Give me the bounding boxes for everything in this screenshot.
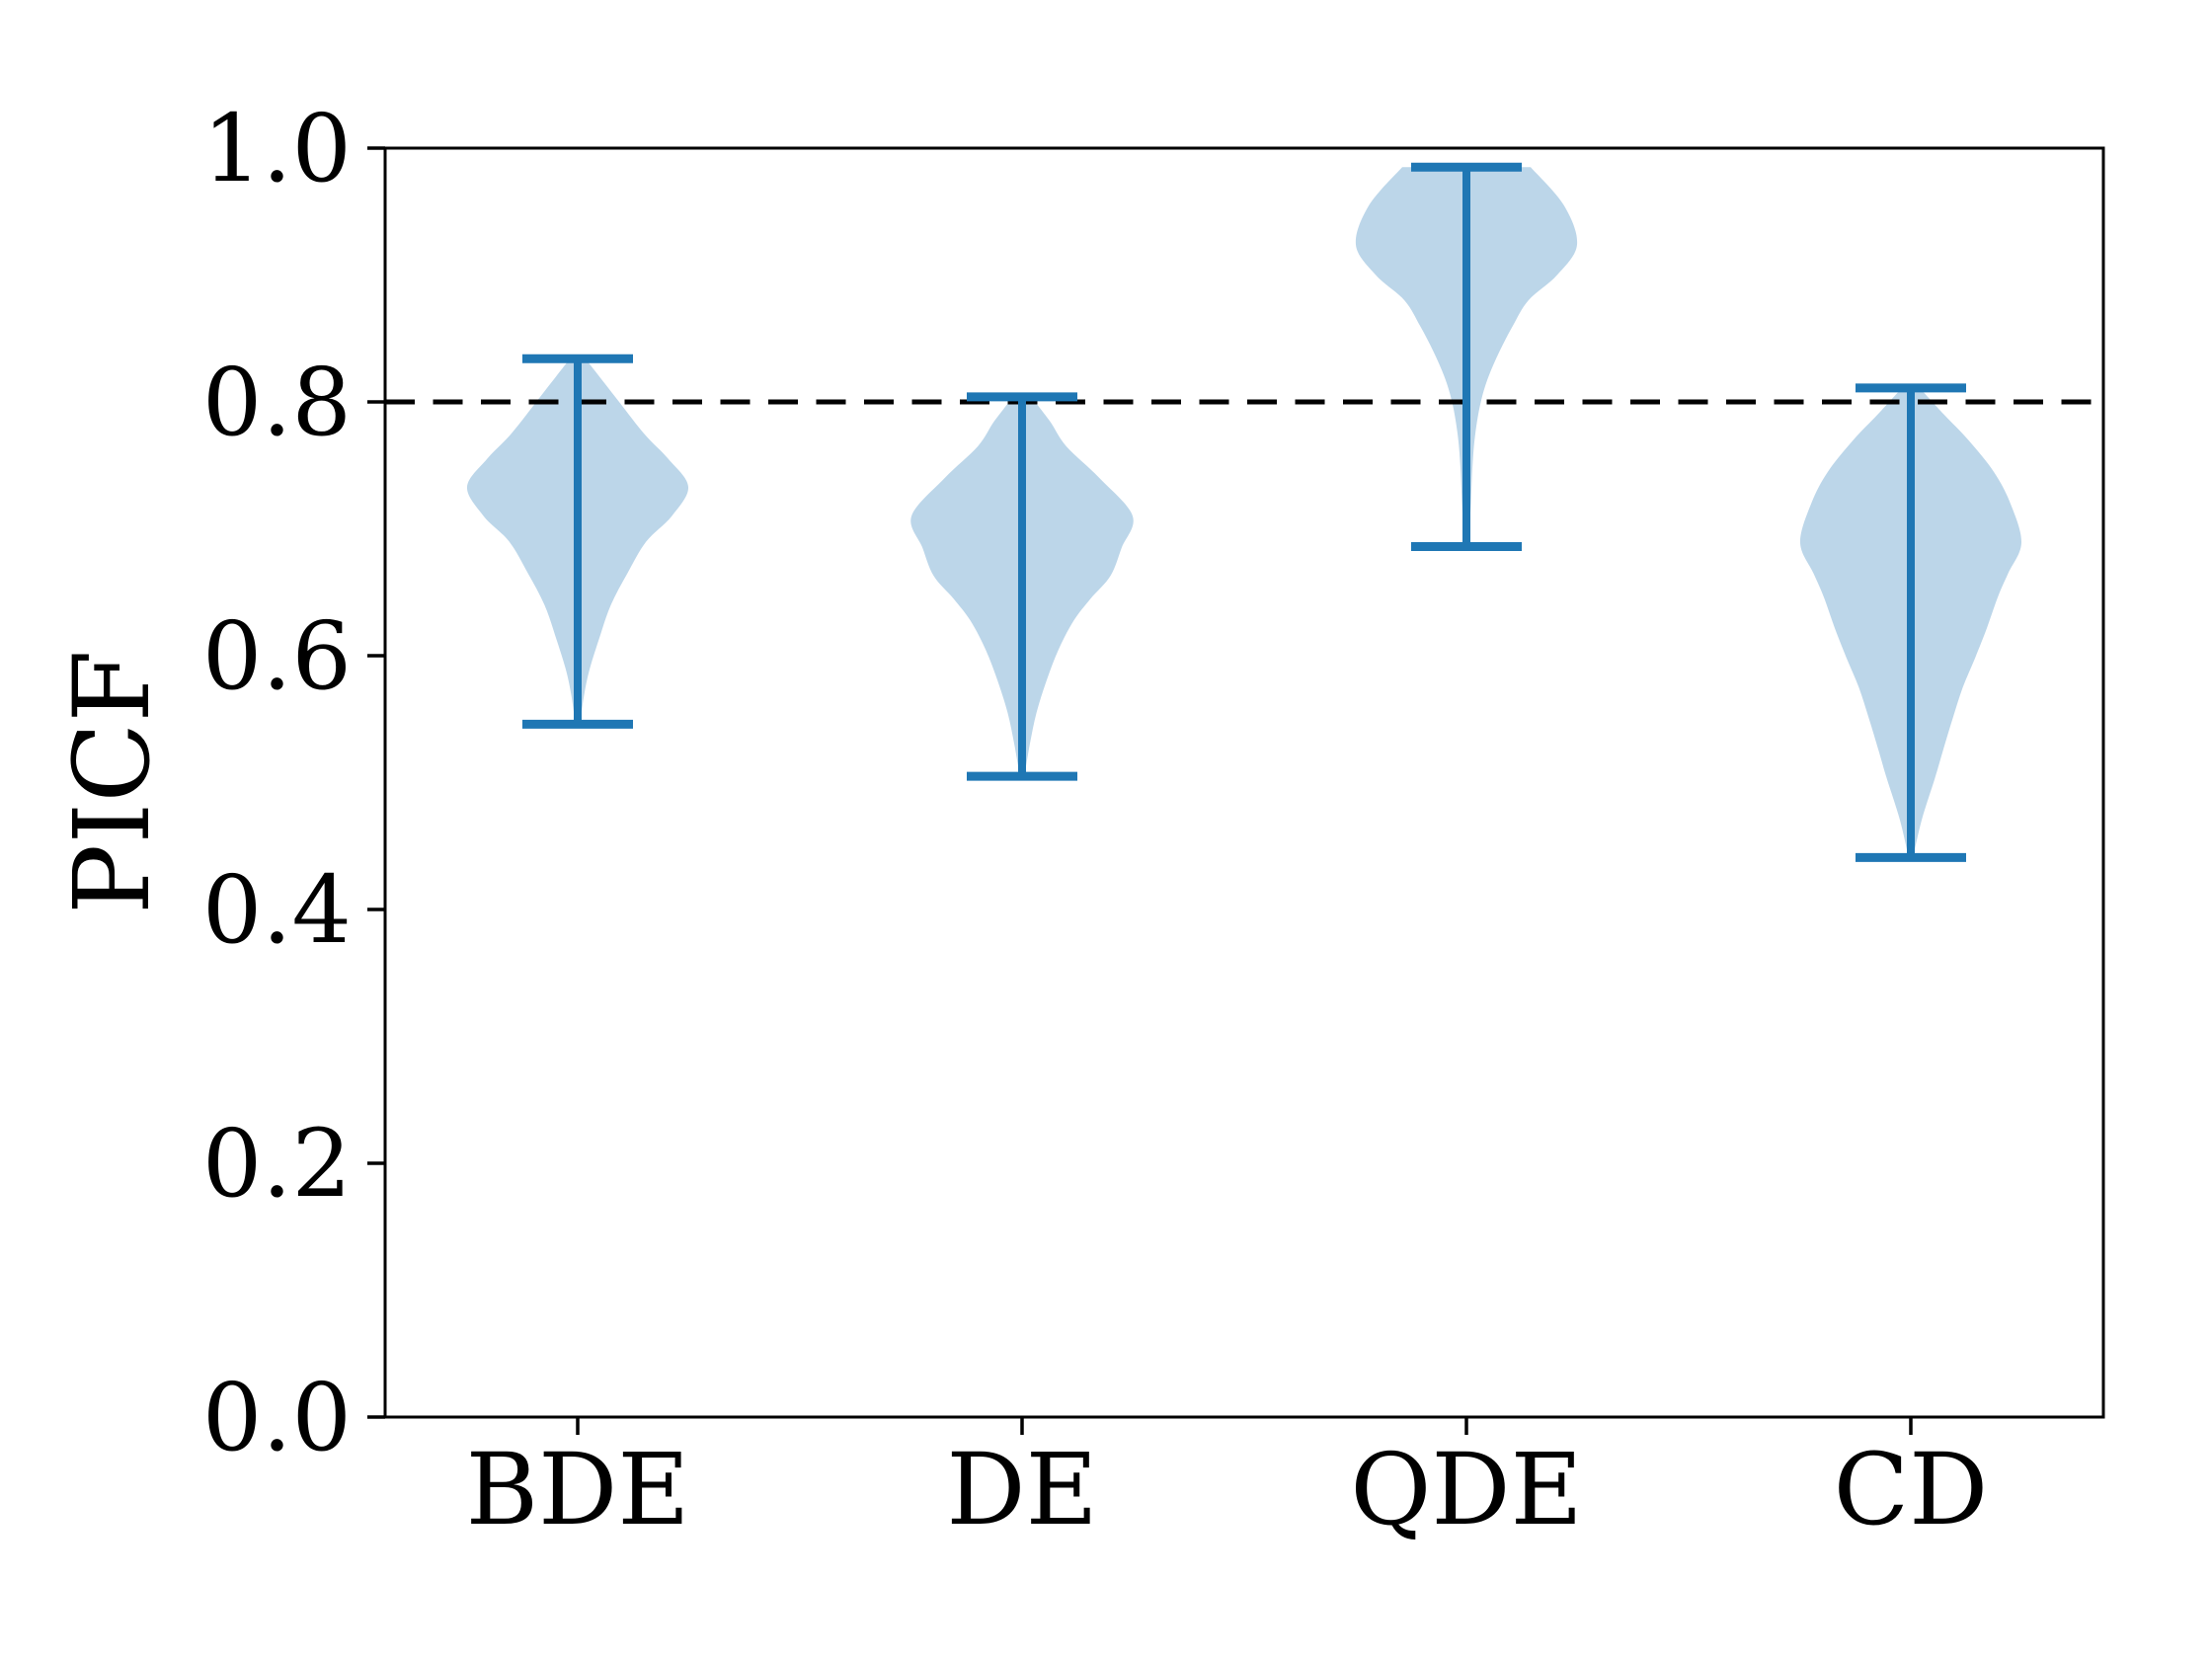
x-tick-label-qde: QDE	[1350, 1432, 1582, 1547]
whiskers-layer	[522, 162, 1966, 862]
axes-spines	[383, 146, 2105, 1419]
y-tick-label: 1.0	[202, 95, 352, 203]
x-tick-label-de: DE	[946, 1432, 1097, 1547]
y-tick-label: 0.2	[202, 1110, 352, 1219]
axes-layer	[367, 146, 2105, 1435]
x-tick-label-bde: BDE	[466, 1432, 690, 1547]
violins-layer	[466, 167, 2022, 858]
x-tick-label-cd: CD	[1834, 1432, 1989, 1547]
y-axis-label: PICF	[51, 650, 173, 914]
y-tick-label: 0.4	[202, 856, 352, 965]
y-tick-label: 0.6	[202, 602, 352, 711]
y-tick-label: 0.0	[202, 1364, 352, 1472]
y-tick-label: 0.8	[202, 349, 352, 457]
tick-labels-layer: 0.0 0.2 0.4 0.6 0.8 1.0 BDE DE QDE CD	[202, 95, 1988, 1547]
